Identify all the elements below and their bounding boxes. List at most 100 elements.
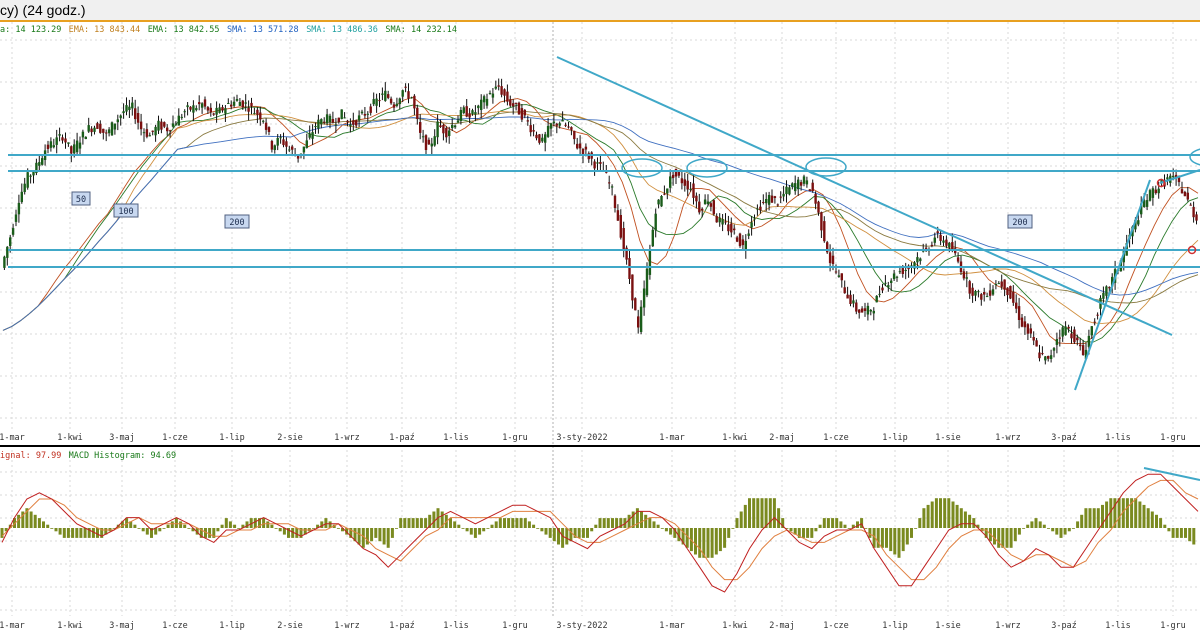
histogram-bar (1192, 528, 1196, 545)
histogram-bar (1009, 528, 1013, 548)
candle-down (930, 244, 934, 246)
histogram-bar (154, 528, 158, 535)
histogram-bar (594, 524, 598, 528)
candle-down (139, 121, 143, 130)
candle-up (20, 191, 23, 203)
candle-up (1140, 203, 1143, 215)
macd-grid (0, 450, 1200, 616)
histogram-bar (324, 518, 328, 528)
candle-up (887, 285, 890, 288)
candle-up (1044, 356, 1047, 361)
candle-up (398, 98, 401, 105)
histogram-bar (303, 528, 307, 535)
candle-down (863, 308, 867, 311)
candle-down (387, 94, 390, 98)
chart-background (0, 22, 1200, 630)
candle-down (1195, 214, 1198, 221)
main-legend-entry: SMA: 13 486.36 (306, 25, 378, 35)
candle-up (116, 119, 119, 123)
candle-up (916, 257, 919, 263)
candle-down (1174, 174, 1178, 178)
candle-down (968, 281, 971, 294)
candle-up (81, 131, 85, 138)
histogram-bar (511, 518, 515, 528)
main-legend-entry: EMA: 13 843.44 (69, 25, 141, 35)
candle-down (799, 182, 803, 186)
histogram-bar (955, 504, 959, 528)
histogram-bar (100, 528, 104, 538)
candle-down (264, 122, 268, 130)
candle-down (1038, 352, 1041, 359)
candle-up (767, 195, 771, 205)
candle-down (416, 107, 419, 119)
candle-up (276, 138, 279, 146)
candle-up (456, 120, 460, 123)
macd-trend-line (1143, 467, 1200, 481)
histogram-bar (432, 511, 436, 528)
histogram-bar (461, 528, 465, 529)
candle-down (817, 201, 820, 213)
candle-down (956, 257, 960, 262)
ma-badge-label: 50 (76, 195, 86, 205)
histogram-bar (635, 508, 639, 528)
candle-down (1192, 206, 1195, 218)
candle-up (1052, 348, 1056, 351)
candle-down (738, 233, 742, 247)
candle-up (459, 110, 463, 121)
candle-down (168, 130, 172, 132)
histogram-bar (515, 518, 519, 528)
histogram-bar (453, 521, 457, 528)
histogram-bar (1117, 498, 1121, 528)
histogram-bar (278, 528, 282, 532)
candle-down (1015, 302, 1018, 309)
candle-up (119, 115, 122, 118)
histogram-bar (266, 521, 270, 528)
main-tick-label: 1-lip (219, 433, 245, 443)
candle-up (1143, 200, 1146, 207)
histogram-bar (947, 498, 951, 528)
candle-down (698, 201, 701, 213)
candle-up (805, 180, 809, 185)
ma-long-line (2, 111, 1199, 331)
candle-up (84, 136, 87, 139)
ma-badge-label: 200 (1012, 218, 1027, 228)
candle-up (654, 213, 657, 231)
candle-down (730, 223, 733, 233)
histogram-bar (939, 498, 942, 528)
candle-up (544, 134, 547, 143)
histogram-bar (843, 524, 847, 528)
histogram-bar (469, 528, 473, 535)
candle-up (14, 214, 18, 222)
candle-up (1084, 349, 1088, 359)
candle-down (849, 294, 852, 304)
candle-up (302, 146, 306, 153)
ma-200-line (2, 116, 1199, 331)
candle-down (770, 195, 774, 203)
candle-up (451, 124, 454, 128)
candle-up (131, 102, 134, 109)
candle-up (471, 110, 474, 115)
histogram-bar (395, 528, 398, 529)
candle-up (1148, 190, 1152, 201)
candle-up (93, 127, 96, 132)
histogram-bar (851, 524, 855, 528)
candle-up (904, 270, 907, 271)
downtrend-line (556, 56, 1173, 336)
histogram-bar (926, 504, 930, 528)
candle-down (1003, 279, 1006, 290)
candle-down (680, 178, 684, 184)
highlight-ellipse (621, 158, 663, 178)
candle-up (49, 141, 53, 148)
candle-up (78, 142, 82, 149)
candle-down (683, 179, 686, 186)
ma-badge-box (113, 203, 139, 218)
histogram-bar (673, 528, 677, 538)
histogram-bar (810, 528, 814, 538)
candle-up (480, 99, 483, 110)
ma-short-line (2, 96, 1199, 345)
histogram-bar (241, 524, 245, 528)
candle-up (238, 102, 242, 106)
candle-down (323, 121, 326, 123)
histogram-bar (1142, 504, 1146, 528)
candle-down (1186, 192, 1189, 200)
